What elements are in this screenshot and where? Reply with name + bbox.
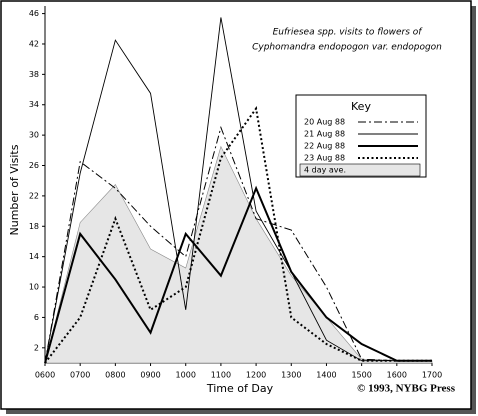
y-tick-label: 42 xyxy=(29,39,39,48)
y-tick-label: 10 xyxy=(29,283,39,292)
x-tick-label: 1500 xyxy=(351,371,371,380)
legend-label: 23 Aug 88 xyxy=(304,154,345,163)
y-tick-label: 18 xyxy=(29,222,39,231)
x-tick-label: 0600 xyxy=(35,371,55,380)
y-tick-label: 46 xyxy=(29,9,39,18)
legend-box xyxy=(295,94,427,178)
legend-label: 22 Aug 88 xyxy=(304,142,345,151)
x-tick-label: 1000 xyxy=(176,371,196,380)
legend-label: 4 day ave. xyxy=(304,166,346,175)
x-tick-label: 0800 xyxy=(105,371,125,380)
x-tick-label: 1600 xyxy=(387,371,407,380)
y-tick-label: 30 xyxy=(29,131,39,140)
credit: © 1993, NYBG Press xyxy=(357,383,456,395)
y-axis-label: Number of Visits xyxy=(8,144,21,235)
legend-title: Key xyxy=(351,100,371,113)
series-line xyxy=(44,105,432,364)
y-tick-label: 2 xyxy=(34,343,39,352)
y-tick-label: 26 xyxy=(29,161,39,170)
x-tick-label: 0700 xyxy=(70,371,90,380)
x-tick-label: 0900 xyxy=(140,371,160,380)
chart-title: Eufriesea spp. visits to flowers of xyxy=(273,28,424,38)
x-tick-label: 1100 xyxy=(211,371,231,380)
y-tick-label: 34 xyxy=(29,100,39,109)
y-tick-label: 6 xyxy=(34,313,39,322)
x-tick-label: 1700 xyxy=(422,371,442,380)
x-axis-label: Time of Day xyxy=(206,382,274,395)
series-line xyxy=(44,185,432,364)
x-tick-label: 1400 xyxy=(316,371,336,380)
chart-title: Cyphomandra endopogon var. endopogon xyxy=(252,43,442,53)
x-tick-label: 1200 xyxy=(246,371,266,380)
legend-label: 20 Aug 88 xyxy=(304,118,345,127)
y-tick-label: 14 xyxy=(29,252,39,261)
x-tick-label: 1300 xyxy=(281,371,301,380)
legend-swatch xyxy=(299,163,421,177)
series-line xyxy=(44,125,432,364)
legend-label: 21 Aug 88 xyxy=(304,130,345,139)
y-tick-label: 38 xyxy=(29,70,39,79)
y-tick-label: 22 xyxy=(29,191,39,200)
